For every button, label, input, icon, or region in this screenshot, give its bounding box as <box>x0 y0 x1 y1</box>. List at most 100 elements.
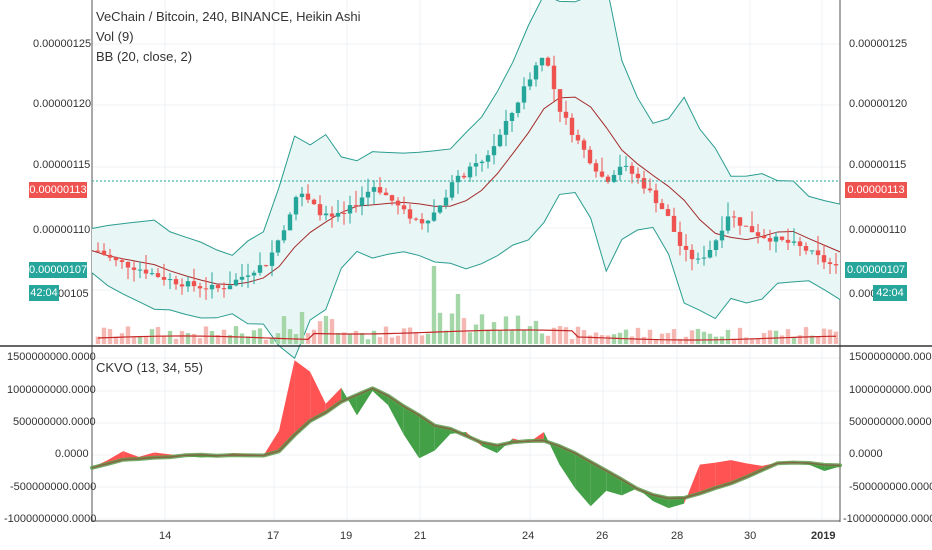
candle-body <box>143 269 149 274</box>
price-tick-label: 0.00000125 <box>33 38 92 50</box>
volume-bar <box>725 329 731 344</box>
volume-bar <box>377 337 383 344</box>
indicator-bb-label[interactable]: BB (20, close, 2) <box>96 49 193 64</box>
osc-tick-label: 1500000000.0000 <box>7 351 96 363</box>
candle-body <box>323 213 329 216</box>
volume-ma <box>97 329 837 341</box>
volume-bar <box>689 330 695 344</box>
candle-body <box>467 166 473 178</box>
volume-bar <box>395 335 401 344</box>
volume-bar <box>353 330 359 344</box>
volume-bar <box>329 319 335 344</box>
ckvo-fill-segment <box>543 431 560 465</box>
candles <box>95 55 839 300</box>
time-tick-label: 30 <box>744 530 757 542</box>
candle-body <box>815 250 821 256</box>
volume-bar <box>791 337 797 344</box>
candle-body <box>581 140 587 150</box>
current-price-badge-right: 0.00000113 <box>845 182 907 198</box>
volume-bar <box>281 316 287 344</box>
candle-body <box>737 217 743 226</box>
volume-bar <box>533 320 539 344</box>
ckvo-fill-segment <box>279 360 295 452</box>
volume-bar <box>425 333 431 344</box>
candle-body <box>533 65 539 80</box>
volume-bar <box>473 324 479 344</box>
volume-bar <box>659 333 665 344</box>
price-tick-label: 0.00000115 <box>33 159 91 171</box>
candle-body <box>419 219 425 224</box>
candle-body <box>359 197 365 206</box>
indicator-ckvo-label[interactable]: CKVO (13, 34, 55) <box>96 360 203 375</box>
volume-bar <box>785 329 791 344</box>
ckvo-oscillator <box>90 360 842 509</box>
volume-bar <box>341 332 347 344</box>
volume-bar <box>479 314 485 344</box>
ckvo-fill-segment <box>715 460 731 489</box>
candle-body <box>593 163 599 172</box>
candle-body <box>719 230 725 241</box>
ckvo-fill-segment <box>575 453 591 507</box>
candle-body <box>167 279 173 281</box>
current-price-badge-left: 0.00000113 <box>29 182 87 198</box>
candle-body <box>311 199 317 205</box>
candle-body <box>449 182 455 198</box>
osc-tick-label: -500000000.0000 <box>849 481 932 493</box>
candle-body <box>197 286 203 289</box>
candle-body <box>821 255 827 263</box>
candle-body <box>587 149 593 164</box>
candle-body <box>803 246 809 251</box>
candle-body <box>653 190 659 204</box>
candle-body <box>335 212 341 217</box>
candle-body <box>605 176 611 182</box>
candle-body <box>413 218 419 220</box>
candle-body <box>149 273 155 275</box>
volume-bar <box>653 339 659 344</box>
candle-body <box>119 260 125 262</box>
volume-bar <box>779 335 785 344</box>
volume-bar <box>695 328 701 344</box>
indicator-volume-label[interactable]: Vol (9) <box>96 29 134 44</box>
volume-bar <box>173 338 179 344</box>
candle-body <box>497 134 503 147</box>
osc-tick-label: -500000000.0000 <box>10 481 97 493</box>
volume-bar <box>575 326 581 344</box>
candle-body <box>329 213 335 217</box>
candle-body <box>563 111 569 118</box>
volume-bar <box>365 339 371 344</box>
volume-bar <box>767 330 773 344</box>
candle-body <box>305 193 311 200</box>
time-tick-label: 24 <box>522 530 535 542</box>
candle-body <box>527 79 533 87</box>
candle-body <box>773 236 779 242</box>
volume-bar <box>107 329 113 344</box>
bb-basis <box>91 96 841 286</box>
candle-body <box>155 273 161 277</box>
candle-body <box>107 254 113 258</box>
candle-body <box>683 245 689 250</box>
volume-bar <box>227 334 233 344</box>
candle-body <box>767 238 773 242</box>
volume-bar <box>299 312 305 344</box>
candle-body <box>545 57 551 66</box>
candle-body <box>401 205 407 210</box>
volume-bar <box>491 322 497 344</box>
candle-body <box>95 250 101 252</box>
volume-bar <box>539 333 545 344</box>
volume-bar <box>323 315 329 344</box>
candle-body <box>383 192 389 196</box>
candle-body <box>269 252 275 266</box>
volume-bar <box>203 326 209 344</box>
candle-body <box>299 193 305 198</box>
osc-tick-label: 0.0000 <box>849 448 883 460</box>
volume-bar <box>797 335 803 344</box>
ckvo-fill-segment <box>466 431 482 447</box>
volume-bar <box>611 334 617 344</box>
volume-bar <box>605 335 611 344</box>
volume-bar <box>803 327 809 344</box>
osc-tick-label: 500000000.0000 <box>849 416 932 428</box>
close-price-badge-left: 0.00000107 <box>29 262 88 278</box>
volume-bar <box>641 336 647 344</box>
ckvo-fill-segment <box>403 406 420 459</box>
